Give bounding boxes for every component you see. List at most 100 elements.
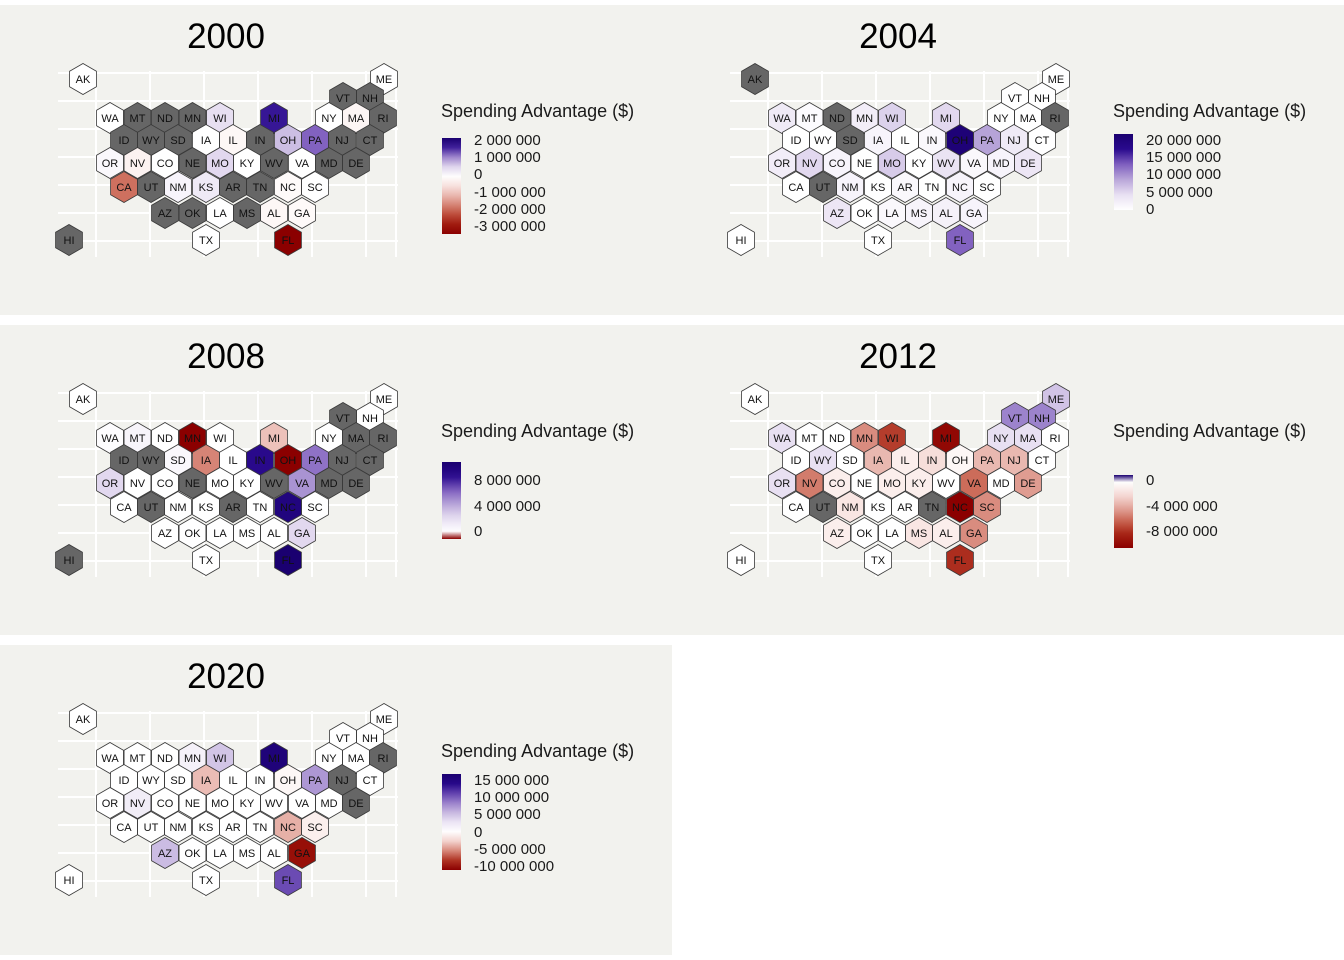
state-hex-ok: OK [850, 197, 879, 229]
state-label: NM [169, 822, 186, 834]
state-label: RI [378, 753, 389, 765]
state-label: MO [211, 478, 229, 490]
state-hex-wv: WV [260, 467, 288, 499]
state-label: MN [856, 433, 873, 445]
state-label: CA [788, 502, 804, 514]
state-label: NY [993, 113, 1009, 125]
state-label: IA [201, 775, 212, 787]
state-label: ID [119, 455, 130, 467]
state-hex-ma: MA [342, 742, 370, 774]
state-label: HI [736, 555, 747, 567]
legend-tick-label: 1 000 000 [474, 149, 541, 167]
state-label: UT [816, 502, 831, 514]
state-hex-wy: WY [809, 124, 837, 156]
state-hex-mn: MN [850, 422, 879, 454]
state-hex-ut: UT [137, 811, 165, 843]
state-label: NM [169, 182, 186, 194]
state-hex-al: AL [260, 517, 288, 549]
legend-title: Spending Advantage ($) [441, 421, 635, 441]
state-hex-az: AZ [823, 517, 851, 549]
state-label: LA [885, 528, 899, 540]
state-label: VA [967, 158, 982, 170]
state-label: DE [348, 798, 363, 810]
state-label: NV [802, 478, 818, 490]
state-label: FL [282, 875, 295, 887]
state-hex-mi: MI [260, 742, 288, 774]
state-label: TX [199, 235, 214, 247]
legend-color-bar [1114, 134, 1133, 210]
state-hex-wv: WV [932, 147, 960, 179]
state-hex-ne: NE [178, 787, 207, 819]
state-hex-de: DE [342, 147, 370, 179]
state-label: IN [927, 455, 938, 467]
state-hex-ny: NY [315, 422, 343, 454]
state-hex-ct: CT [1028, 444, 1056, 476]
state-hex-ma: MA [342, 422, 370, 454]
state-label: MO [883, 158, 901, 170]
state-label: WA [773, 113, 791, 125]
state-hex-nj: NJ [328, 764, 356, 796]
state-hex-hi: HI [55, 864, 83, 896]
state-hex-ga: GA [288, 837, 316, 869]
state-hex-oh: OH [274, 444, 302, 476]
state-label: VA [295, 798, 310, 810]
state-hex-wv: WV [260, 787, 288, 819]
state-hex-az: AZ [823, 197, 851, 229]
state-label: WY [142, 775, 160, 787]
state-hex-la: LA [206, 517, 234, 549]
state-label: IA [873, 135, 884, 147]
legend-tick-label: 20 000 000 [1146, 132, 1222, 149]
state-hex-ga: GA [288, 517, 316, 549]
state-label: AK [76, 394, 91, 406]
state-hex-tx: TX [864, 544, 892, 576]
state-label: AZ [830, 208, 844, 220]
state-hex-nj: NJ [1000, 124, 1028, 156]
state-hex-ny: NY [987, 422, 1015, 454]
state-label: WI [213, 433, 226, 445]
state-hex-al: AL [932, 197, 960, 229]
state-label: PA [980, 455, 995, 467]
state-hex-ne: NE [850, 147, 879, 179]
state-label: SD [170, 135, 185, 147]
state-label: VT [1008, 413, 1022, 425]
state-hex-fl: FL [274, 544, 302, 576]
state-hex-sc: SC [973, 171, 1001, 203]
state-label: OK [857, 528, 874, 540]
state-hex-tx: TX [192, 224, 220, 256]
state-label: OR [102, 158, 119, 170]
state-hex-wv: WV [932, 467, 960, 499]
state-label: MS [239, 528, 256, 540]
state-label: OR [102, 798, 119, 810]
state-label: SD [170, 775, 185, 787]
state-hex-ms: MS [233, 197, 261, 229]
state-hex-mt: MT [795, 422, 824, 454]
state-hex-ak: AK [741, 383, 769, 415]
state-label: AR [225, 182, 240, 194]
legend-tick-label: 0 [474, 166, 483, 184]
state-label: SD [170, 455, 185, 467]
legend-tick-label: -2 000 000 [474, 200, 546, 218]
state-label: MN [856, 113, 873, 125]
state-label: KY [912, 158, 927, 170]
state-hex-tn: TN [246, 811, 274, 843]
state-hex-sd: SD [164, 764, 192, 796]
state-label: SC [979, 502, 994, 514]
state-label: MT [130, 433, 146, 445]
state-hex-ne: NE [178, 147, 207, 179]
state-hex-sd: SD [164, 124, 192, 156]
state-label: TN [925, 502, 940, 514]
state-hex-ak: AK [69, 63, 97, 95]
state-hex-oh: OH [946, 444, 974, 476]
state-hex-ks: KS [192, 171, 220, 203]
state-hex-co: CO [823, 147, 851, 179]
state-hex-nc: NC [946, 171, 974, 203]
state-label: AK [76, 714, 91, 726]
state-label: AR [897, 502, 912, 514]
state-label: NE [185, 478, 200, 490]
state-hex-nv: NV [123, 467, 152, 499]
legend-color-bar [442, 137, 461, 234]
state-label: MS [239, 208, 256, 220]
state-label: WY [814, 455, 832, 467]
state-label: NM [841, 182, 858, 194]
state-hex-wa: WA [768, 102, 796, 134]
